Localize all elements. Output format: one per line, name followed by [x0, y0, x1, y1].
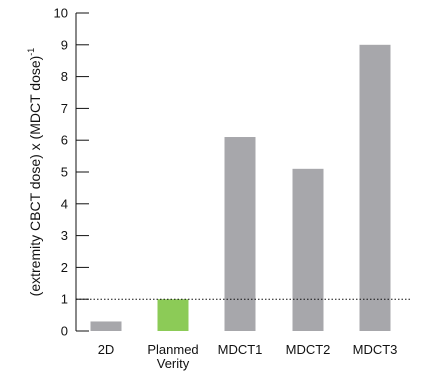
bar-mdct2: [292, 168, 324, 331]
y-tick-label: 0: [61, 324, 68, 339]
bar-mdct1: [224, 137, 256, 331]
x-category-label: Planmed Verity: [147, 342, 198, 371]
x-category-label: 2D: [98, 342, 115, 357]
bar-planmed-verity: [157, 299, 189, 331]
y-tick-label: 7: [61, 101, 68, 116]
y-tick-label: 8: [61, 69, 68, 84]
y-tick-label: 5: [61, 165, 68, 180]
y-tick-label: 4: [61, 196, 68, 211]
y-tick-label: 6: [61, 133, 68, 148]
y-tick-label: 3: [61, 228, 68, 243]
bar-mdct3: [359, 44, 391, 332]
y-axis-label: (extremity CBCT dose) x (MDCT dose)-1: [26, 48, 43, 297]
x-category-label: MDCT3: [353, 342, 398, 357]
y-tick-label: 2: [61, 260, 68, 275]
y-tick-label: 10: [54, 6, 68, 21]
y-tick-label: 9: [61, 37, 68, 52]
y-axis-ticks: 0 1 2 3 4 5 6 7 8 9 10: [54, 6, 89, 339]
y-tick-label: 1: [61, 292, 68, 307]
x-axis-labels: 2D Planmed Verity MDCT1 MDCT2 MDCT3: [98, 342, 398, 371]
bar-2d: [90, 321, 122, 331]
x-category-label: MDCT2: [286, 342, 331, 357]
y-axis-title: (extremity CBCT dose) x (MDCT dose)-1: [26, 48, 43, 297]
x-category-label: MDCT1: [218, 342, 263, 357]
bars: [90, 44, 391, 332]
